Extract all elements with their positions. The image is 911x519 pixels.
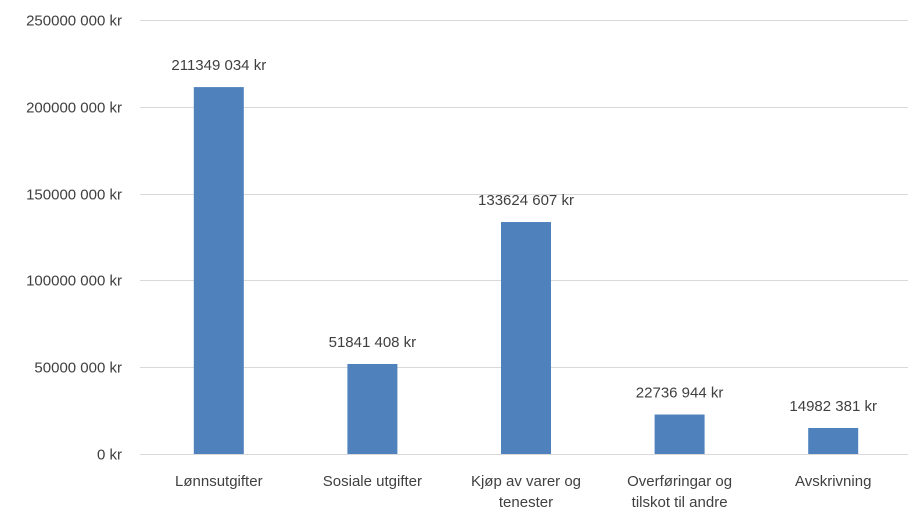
x-category-label: Kjøp av varer og bbox=[471, 473, 581, 490]
y-axis-ticks: 0 kr 50000 000 kr 100000 000 kr 150000 000 … bbox=[26, 13, 122, 464]
data-label: 211349 034 kr bbox=[171, 57, 266, 74]
data-label: 22736 944 kr bbox=[636, 385, 724, 402]
bar bbox=[654, 414, 705, 454]
bars bbox=[193, 87, 859, 454]
data-labels: 211349 034 kr 51841 408 kr 133624 607 kr 22… bbox=[171, 57, 877, 415]
bar bbox=[347, 364, 398, 454]
bar bbox=[501, 222, 551, 454]
x-category-label: tilskot til andre bbox=[632, 494, 728, 511]
x-axis-categories: Lønnsutgifter Sosiale utgifter Kjøp av var… bbox=[175, 473, 871, 511]
bar bbox=[808, 427, 859, 454]
x-category-label: Sosiale utgifter bbox=[323, 473, 422, 490]
y-tick-label: 150000 000 kr bbox=[26, 187, 122, 204]
y-tick-label: 0 kr bbox=[97, 447, 122, 464]
data-label: 133624 607 kr bbox=[478, 192, 574, 209]
x-category-label: Lønnsutgifter bbox=[175, 473, 263, 490]
data-label: 14982 381 kr bbox=[789, 398, 877, 415]
y-tick-label: 250000 000 kr bbox=[26, 13, 122, 30]
y-tick-label: 50000 000 kr bbox=[34, 360, 122, 377]
bar bbox=[193, 87, 244, 454]
x-category-label: Avskrivning bbox=[795, 473, 871, 490]
x-category-label: Overføringar og bbox=[627, 473, 732, 490]
y-tick-label: 100000 000 kr bbox=[26, 273, 122, 290]
data-label: 51841 408 kr bbox=[329, 334, 417, 351]
y-tick-label: 200000 000 kr bbox=[26, 100, 122, 117]
x-category-label: tenester bbox=[499, 494, 553, 511]
